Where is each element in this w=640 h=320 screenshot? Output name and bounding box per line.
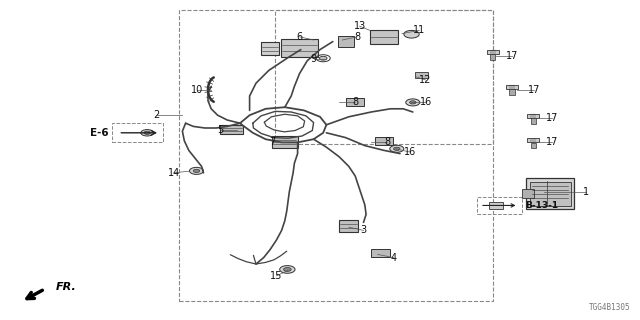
- Text: 7: 7: [269, 137, 275, 148]
- Bar: [272, 136, 298, 148]
- Text: 1: 1: [582, 187, 589, 197]
- Text: 15: 15: [270, 271, 283, 281]
- Bar: [531, 143, 536, 148]
- Text: 4: 4: [390, 252, 397, 263]
- Bar: [375, 137, 393, 145]
- Circle shape: [189, 167, 204, 174]
- Text: 13: 13: [353, 21, 366, 31]
- Bar: [526, 178, 575, 209]
- Circle shape: [284, 268, 291, 271]
- Text: 8: 8: [354, 32, 360, 42]
- Bar: [490, 54, 495, 60]
- Bar: [487, 50, 499, 54]
- Text: 5: 5: [218, 124, 224, 135]
- Bar: [220, 125, 243, 134]
- Text: 2: 2: [154, 110, 160, 120]
- Bar: [112, 123, 163, 142]
- Bar: [346, 98, 364, 106]
- Circle shape: [319, 56, 327, 60]
- Bar: [275, 10, 493, 144]
- Bar: [531, 118, 536, 124]
- Text: 12: 12: [419, 75, 432, 85]
- Bar: [415, 72, 428, 78]
- Text: 16: 16: [419, 97, 432, 108]
- Circle shape: [280, 266, 295, 273]
- Text: 14: 14: [168, 168, 180, 178]
- Text: 11: 11: [413, 25, 426, 36]
- Text: 8: 8: [352, 97, 358, 108]
- Bar: [506, 85, 518, 89]
- Bar: [370, 30, 398, 44]
- Bar: [509, 90, 515, 95]
- Bar: [371, 249, 390, 257]
- Circle shape: [410, 101, 416, 104]
- Bar: [477, 197, 522, 214]
- Text: 6: 6: [296, 32, 303, 42]
- Bar: [527, 139, 539, 142]
- Text: 10: 10: [191, 84, 204, 95]
- Bar: [338, 36, 354, 47]
- Text: 17: 17: [528, 84, 541, 95]
- Circle shape: [404, 30, 419, 38]
- Circle shape: [144, 131, 150, 134]
- Bar: [281, 39, 318, 57]
- Bar: [489, 202, 503, 209]
- Circle shape: [193, 169, 200, 172]
- Text: TGG4B1305: TGG4B1305: [589, 303, 630, 312]
- Text: B-13-1: B-13-1: [525, 201, 558, 210]
- Text: 17: 17: [545, 113, 558, 124]
- Text: 17: 17: [506, 51, 518, 61]
- Circle shape: [390, 145, 404, 152]
- Text: 3: 3: [360, 225, 367, 236]
- Text: 9: 9: [310, 54, 317, 64]
- Text: E-6: E-6: [90, 128, 109, 138]
- Bar: [522, 189, 534, 198]
- Bar: [179, 10, 493, 301]
- Bar: [261, 42, 279, 55]
- Bar: [527, 114, 539, 118]
- Bar: [530, 181, 572, 205]
- Circle shape: [141, 130, 154, 136]
- Circle shape: [394, 147, 400, 150]
- Text: 8: 8: [384, 137, 390, 148]
- Text: 17: 17: [545, 137, 558, 148]
- Bar: [339, 220, 358, 232]
- Text: FR.: FR.: [56, 282, 76, 292]
- Text: 16: 16: [403, 147, 416, 157]
- Circle shape: [406, 99, 420, 106]
